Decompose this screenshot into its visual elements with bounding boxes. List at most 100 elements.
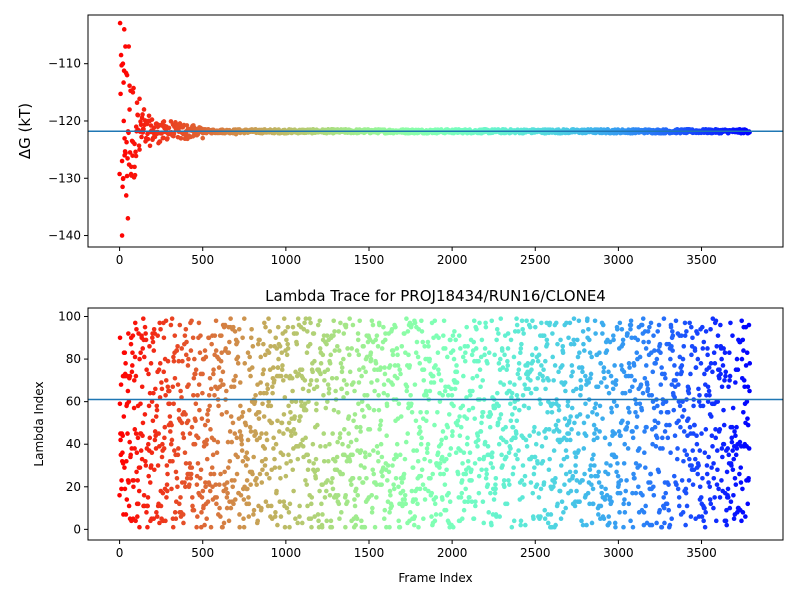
lambda-point [639,407,645,413]
lambda-point [617,320,623,326]
lambda-point [690,482,696,487]
lambda-point [471,339,477,345]
lambda-point [648,471,654,477]
lambda-point [695,471,701,477]
lambda-point [321,431,327,436]
lambda-point [658,382,664,387]
lambda-point [493,475,499,481]
lambda-point [454,363,459,368]
lambda-point [311,461,316,466]
lambda-point [145,524,150,530]
lambda-point [638,382,644,387]
lambda-point [266,350,272,355]
lambda-point [178,495,183,500]
lambda-point [535,375,541,381]
lambda-point [561,510,566,515]
lambda-point [306,388,311,394]
lambda-point [198,467,204,473]
lambda-point [699,514,705,519]
lambda-point [237,380,243,385]
lambda-point [686,416,691,421]
x-tick-label: 3500 [686,546,717,560]
lambda-point [518,346,524,351]
lambda-point [167,388,172,394]
delta-g-x-ticks: 0 500 1000 1500 2000 2500 3000 3500 [116,247,717,267]
lambda-point [240,335,245,341]
lambda-point [265,386,271,392]
lambda-point [356,401,361,407]
lambda-point [414,339,420,345]
lambda-point [625,331,630,336]
lambda-point [281,499,287,504]
lambda-point [324,518,330,524]
lambda-point [481,454,487,460]
lambda-point [440,429,446,434]
lambda-point [466,407,472,413]
lambda-point [177,501,182,507]
lambda-point [605,471,611,477]
lambda-point [583,373,588,379]
lambda-point [194,524,199,530]
lambda-point [588,375,593,381]
lambda-point [519,318,525,324]
lambda-point [576,318,582,324]
lambda-point [562,380,568,385]
delta-g-point [178,136,184,141]
lambda-point [482,439,488,445]
lambda-point [145,441,151,447]
lambda-point [272,456,277,462]
lambda-point [712,495,717,500]
lambda-point [143,463,149,468]
lambda-point [430,373,436,379]
lambda-point [706,388,712,394]
lambda-point [567,320,573,326]
lambda-point [601,365,607,370]
lambda-point [142,324,148,330]
lambda-point [570,369,575,375]
lambda-point [450,433,455,439]
lambda-point [653,361,658,366]
lambda-point [140,420,146,426]
lambda-point [245,437,251,443]
y-tick-label: 40 [66,437,81,451]
lambda-point [409,322,414,328]
lambda-point [516,407,522,413]
lambda-point [193,367,199,373]
lambda-point [164,482,170,487]
delta-g-point [125,216,131,221]
lambda-point [488,412,494,417]
lambda-point [437,465,442,470]
lambda-point [283,329,288,334]
lambda-point [635,337,641,343]
lambda-point [170,524,176,530]
lambda-point [161,446,167,451]
lambda-point [118,382,124,387]
lambda-point [694,441,700,447]
y-tick-label: 60 [66,395,81,409]
lambda-point [740,486,745,492]
lambda-point [358,448,364,453]
lambda-point [214,501,219,507]
lambda-point [518,522,523,528]
lambda-point [473,503,478,509]
lambda-point [571,337,577,343]
lambda-point [426,344,431,349]
lambda-point [324,341,329,347]
lambda-point [243,422,249,428]
lambda-point [419,467,425,473]
lambda-point [128,341,134,347]
lambda-point [745,416,750,421]
lambda-point [149,399,155,404]
lambda-point [532,454,538,460]
lambda-point [682,448,688,453]
lambda-point [409,409,415,415]
lambda-point [260,467,265,473]
lambda-point [411,448,416,453]
lambda-point [125,388,131,394]
lambda-point [246,495,251,500]
lambda-point [474,373,480,379]
lambda-point [711,461,716,466]
lambda-point [547,320,553,326]
lambda-point [651,333,656,338]
lambda-point [650,399,656,404]
